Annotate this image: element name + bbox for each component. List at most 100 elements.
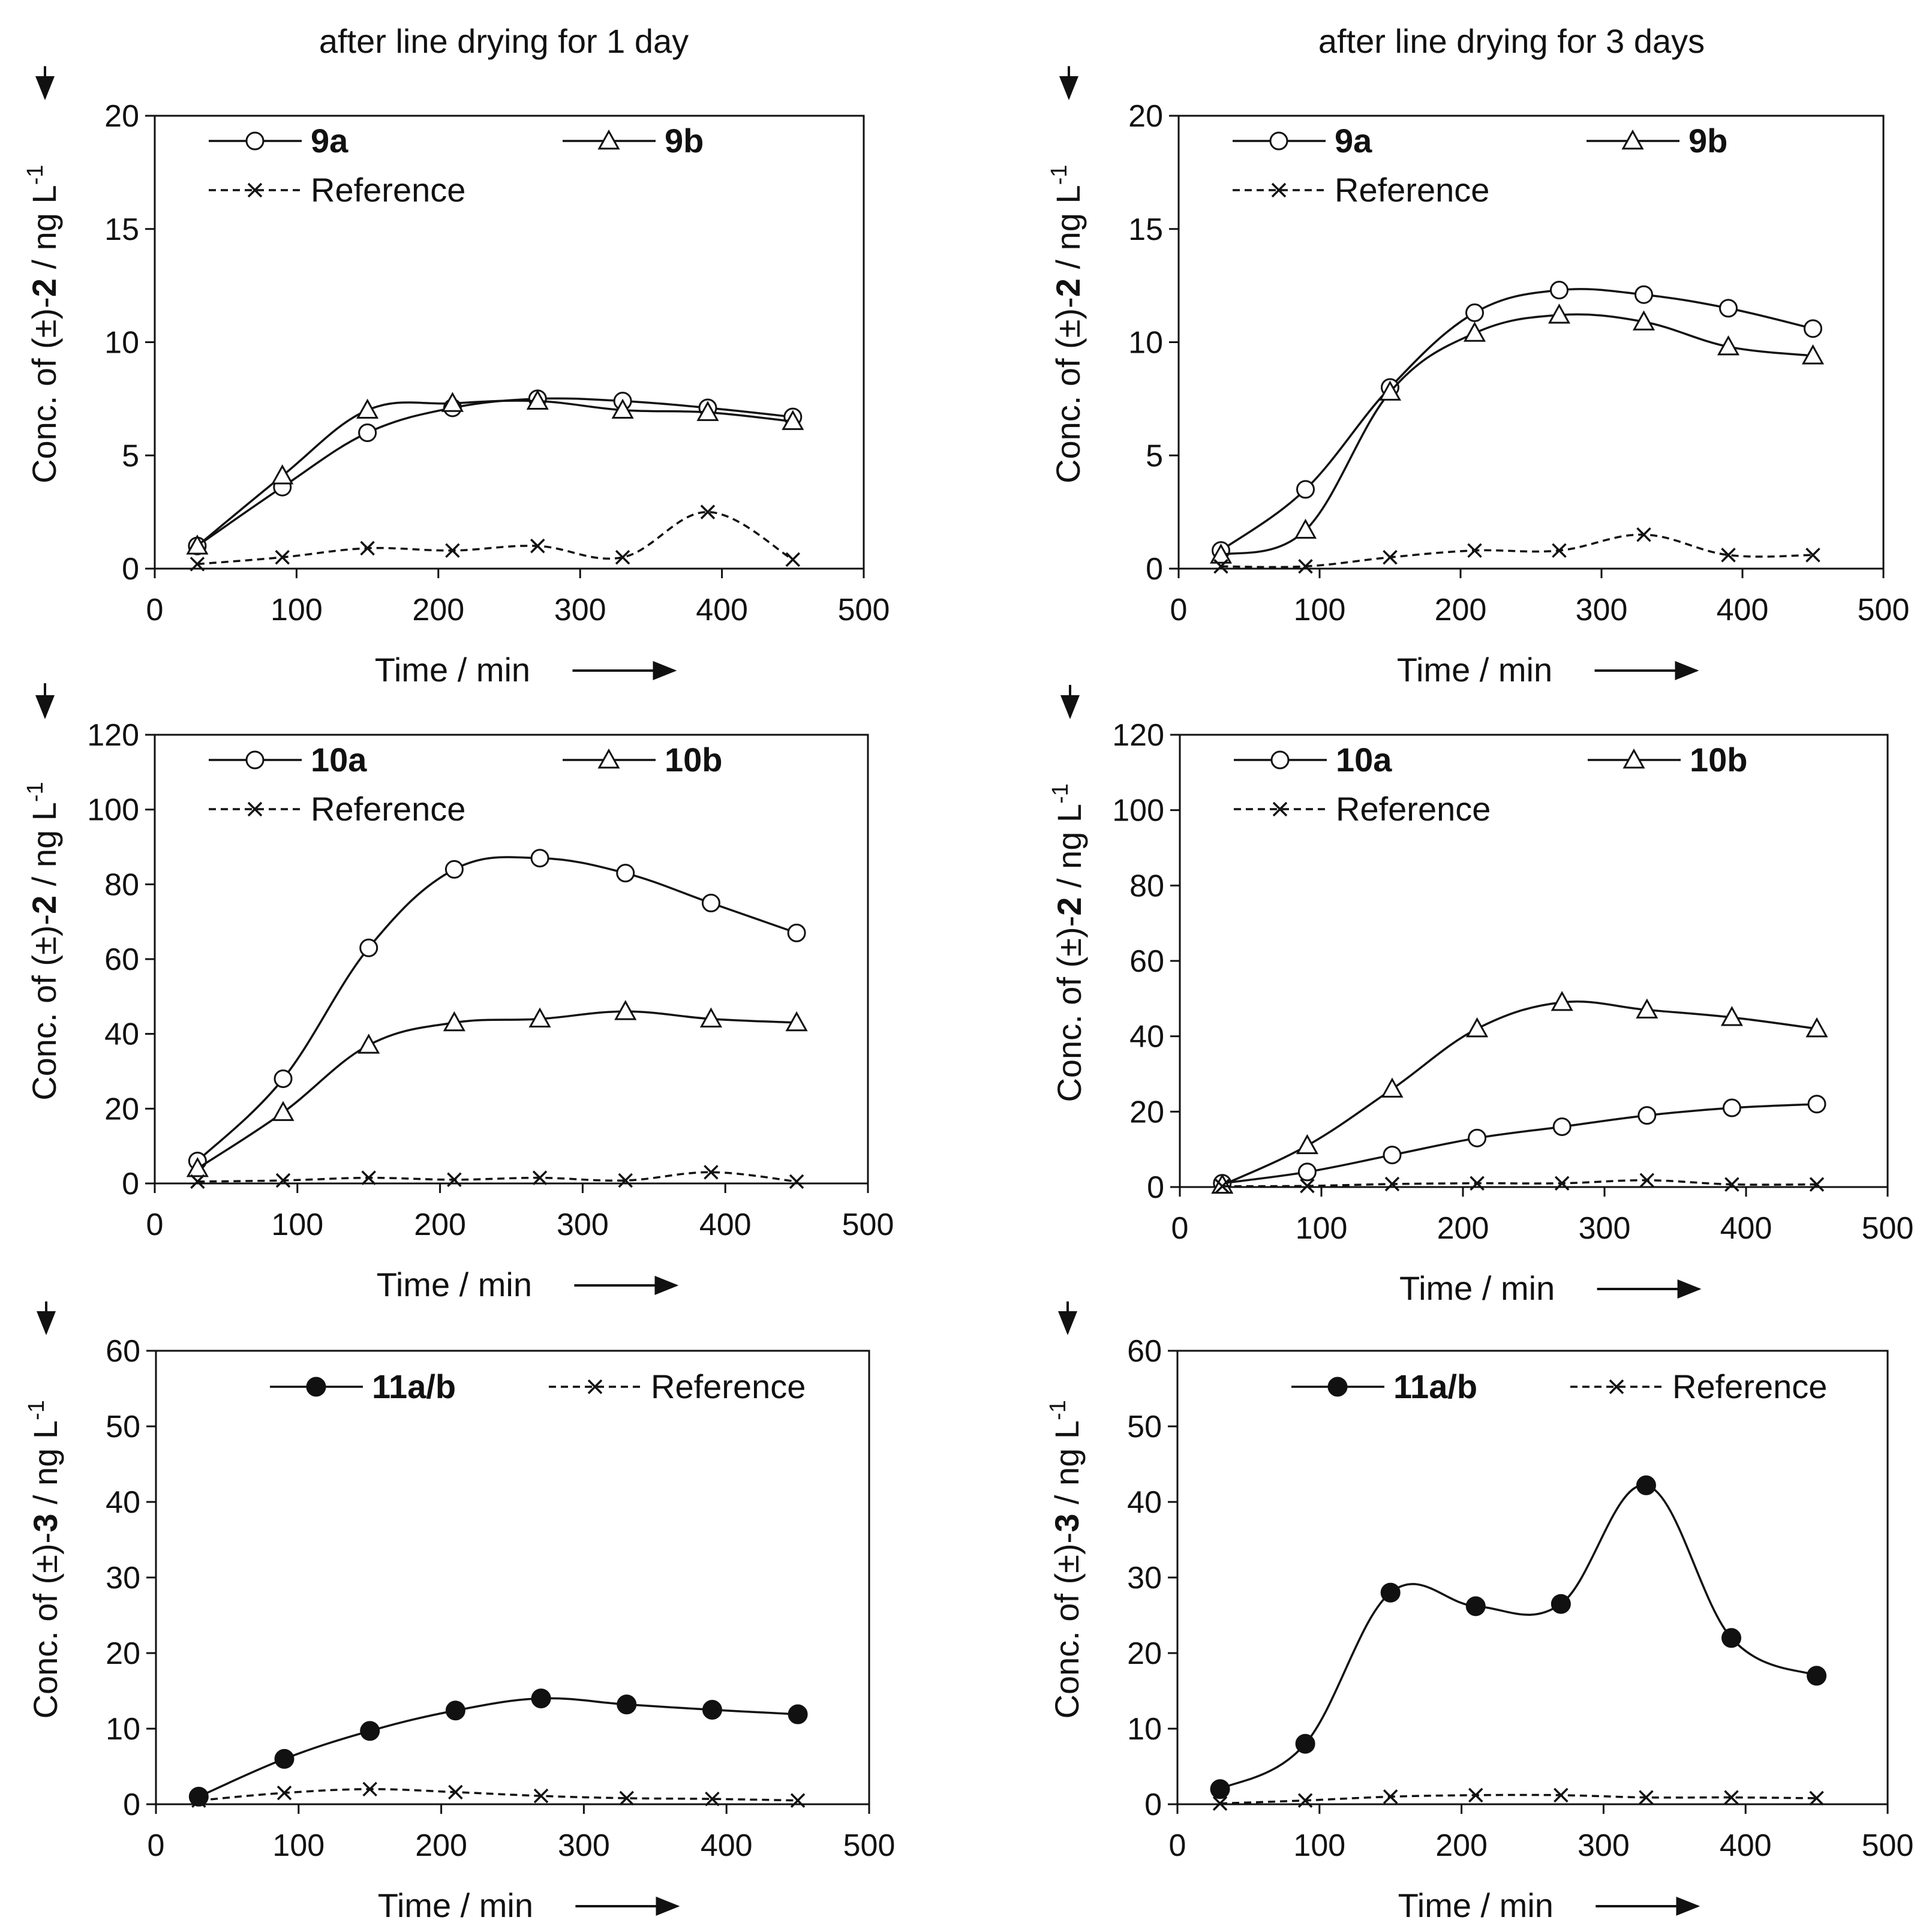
data-point	[360, 1721, 380, 1741]
y-tick-label: 0	[122, 552, 139, 587]
y-title-prefix: Conc. of (±)-	[26, 1533, 64, 1719]
y-tick-label: 60	[1127, 1334, 1162, 1369]
x-tick-label: 0	[146, 1207, 164, 1242]
x-tick-label: 300	[1576, 593, 1628, 627]
legend-entry: 9b	[1587, 122, 1727, 160]
data-point	[702, 1700, 722, 1720]
data-point	[1807, 1666, 1827, 1686]
data-point	[191, 1793, 206, 1808]
data-point	[1209, 543, 1233, 564]
data-point	[616, 864, 635, 883]
y-tick-label: 20	[1127, 1636, 1162, 1671]
legend-label: 9a	[311, 122, 348, 160]
y-tick-label: 10	[104, 326, 139, 360]
chart-f: 0 10 20 30 40 50 60 0 100 200 300 400 500 Time / min C…	[1045, 1301, 1913, 1924]
x-tick-label: 400	[699, 1207, 752, 1242]
data-point	[357, 1033, 380, 1054]
series-line	[197, 1010, 797, 1170]
data-point	[618, 1173, 633, 1188]
x-tick-label: 100	[1296, 1211, 1348, 1246]
series-Reference	[190, 1165, 804, 1189]
y-title-unit: / ng L	[1050, 804, 1088, 897]
y-title-prefix: Conc. of (±)-	[25, 297, 63, 483]
legend-label: 11a/b	[372, 1368, 456, 1405]
data-point	[1551, 1594, 1571, 1614]
data-point	[619, 1790, 634, 1806]
chart-c: 0 20 40 60 80 100 120 0 100 200 300 400 500 Time / mi…	[23, 683, 894, 1303]
data-point	[190, 557, 205, 572]
x-tick-label: 200	[414, 1207, 466, 1242]
data-point	[701, 894, 720, 912]
x-tick-label: 0	[146, 593, 164, 627]
y-tick-label: 20	[104, 1092, 139, 1126]
x-tick-label: 200	[412, 593, 464, 627]
data-point	[615, 549, 630, 565]
y-tick-label: 80	[104, 867, 139, 902]
y-axis-title: Conc. of (±)-2 / ng L-1	[23, 782, 63, 1100]
data-point	[1383, 1789, 1398, 1804]
data-point	[1719, 299, 1738, 318]
x-tick-label: 0	[1171, 1211, 1189, 1246]
x-tick-label: 100	[1293, 1828, 1345, 1863]
y-tick-label: 10	[1128, 326, 1163, 360]
y-title-unit: / ng L	[25, 802, 63, 896]
data-point	[1554, 1176, 1570, 1191]
legend-label: 10b	[1690, 741, 1748, 779]
data-point	[1467, 543, 1482, 558]
y-axis-title: Conc. of (±)-3 / ng L-1	[24, 1400, 64, 1718]
legend-marker	[1269, 131, 1288, 151]
series-line	[1220, 288, 1813, 552]
data-point	[1212, 1796, 1228, 1811]
x-tick-label: 0	[148, 1828, 165, 1863]
y-title-sup: -1	[1047, 165, 1072, 185]
data-point	[1465, 1596, 1486, 1616]
data-point	[1554, 1787, 1569, 1803]
y-tick-label: 10	[1127, 1712, 1162, 1747]
x-tick-label: 400	[1720, 1828, 1772, 1863]
data-point	[1721, 1628, 1742, 1648]
data-point	[787, 923, 806, 942]
y-title-sup: -1	[24, 1400, 49, 1420]
data-point	[443, 1011, 465, 1032]
series-line	[1219, 1484, 1817, 1790]
y-tick-label: 40	[106, 1485, 140, 1520]
data-point	[445, 543, 460, 558]
y-tick-label: 0	[122, 1167, 139, 1201]
data-point	[361, 1170, 376, 1185]
chart-d: 0 20 40 60 80 100 120 0 100 200 300 400 500 Time / mi…	[1048, 684, 1913, 1307]
data-point	[1721, 548, 1736, 563]
data-point	[782, 410, 804, 430]
data-point	[356, 398, 379, 419]
data-point	[1809, 1790, 1824, 1806]
x-tick-label: 100	[1294, 593, 1346, 627]
y-tick-label: 20	[1128, 99, 1163, 134]
data-point	[1639, 1173, 1655, 1188]
series-Reference	[190, 504, 801, 572]
data-point	[188, 1786, 209, 1807]
x-tick-label: 200	[1437, 1211, 1489, 1246]
data-point	[531, 1688, 551, 1709]
data-point	[611, 398, 634, 419]
data-point	[1636, 998, 1658, 1018]
y-tick-label: 30	[1127, 1561, 1162, 1596]
y-title-prefix: Conc. of (±)-	[25, 914, 63, 1101]
series-10a	[188, 849, 806, 1171]
legend-label: 10a	[1336, 741, 1392, 779]
series-line	[1222, 1103, 1817, 1185]
legend-label: Reference	[1336, 790, 1491, 828]
x-tick-label: 100	[272, 1828, 324, 1863]
series-Reference	[1215, 1173, 1825, 1194]
y-axis-title: Conc. of (±)-2 / ng L-1	[1048, 783, 1088, 1102]
data-point	[186, 1156, 209, 1177]
series-line	[1222, 1000, 1817, 1186]
x-tick-label: 400	[1720, 1211, 1772, 1246]
data-point	[1297, 1162, 1317, 1182]
x-tick-label: 500	[1858, 593, 1910, 627]
y-title-unit: / ng L	[25, 185, 63, 278]
x-tick-label: 300	[1578, 1828, 1630, 1863]
x-axis-title: Time / min	[1397, 651, 1552, 689]
legend-marker	[1621, 129, 1644, 150]
data-point	[1466, 1017, 1489, 1038]
legend-marker	[245, 131, 265, 151]
